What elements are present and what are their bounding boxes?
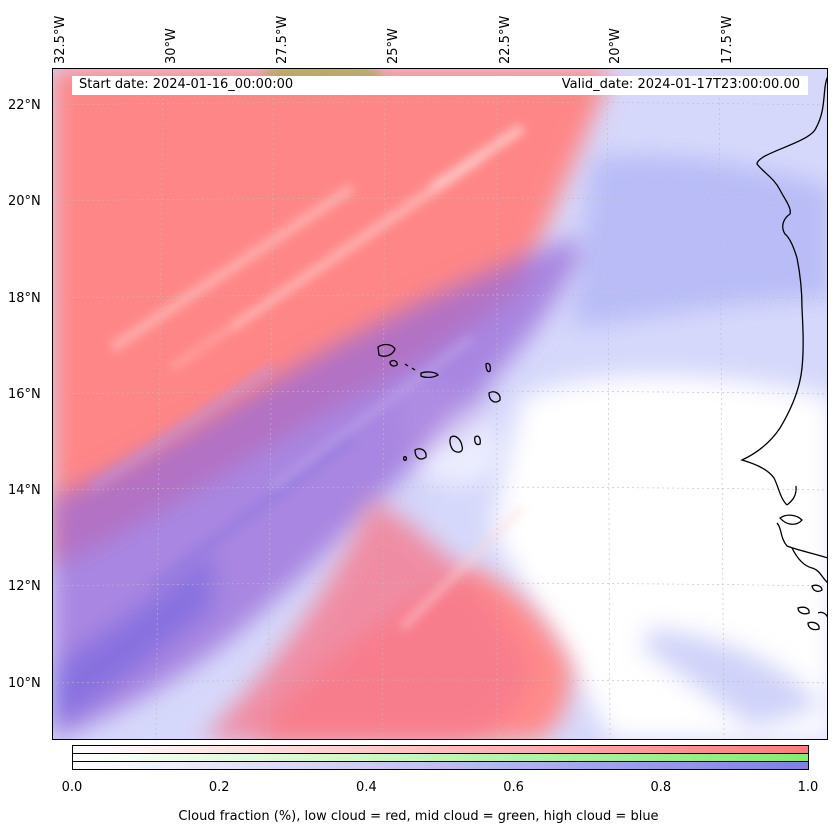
lat-label-22n: 22°N [8,98,41,113]
colorbar-tick-label: 0.8 [650,780,672,795]
colorbar-high-row [72,761,809,770]
valid-date: Valid_date: 2024-01-17T23:00:00.00 [561,77,800,92]
low-cloud-band-south [202,498,532,740]
lat-label-10n: 10°N [8,676,41,691]
lat-label-12n: 12°N [8,579,41,594]
lon-label-20w: 20°W [608,28,623,64]
colorbar-mid-row [72,753,809,762]
map-header-bar: Start date: 2024-01-16_00:00:00 Valid_da… [72,76,808,95]
lon-label-27-5w: 27.5°W [275,15,290,64]
colorbar [72,745,809,770]
map-frame [52,68,828,740]
colorbar-tick-label: 0.2 [208,780,230,795]
lat-label-16n: 16°N [8,387,41,402]
lon-label-32-5w: 32.5°W [53,15,68,64]
lat-label-14n: 14°N [8,483,41,498]
lon-label-22-5w: 22.5°W [498,15,513,64]
high-cloud-band-east [572,155,828,728]
cloud-streaks [89,124,525,631]
colorbar-tick-label: 0.6 [503,780,524,795]
start-date: Start date: 2024-01-16_00:00:00 [79,77,294,92]
map-panel [52,68,828,740]
colorbar-tick-label: 1.0 [797,780,819,795]
colorbar-tick-label: 0.0 [61,780,83,795]
colorbar-low-row [72,745,809,754]
cape-verde-islands [377,343,501,461]
colorbar-tick-label: 0.4 [356,780,377,795]
lat-label-18n: 18°N [8,291,41,306]
africa-coastline [740,68,828,631]
lon-label-30w: 30°W [164,28,179,64]
lon-label-25w: 25°W [386,28,401,64]
gridlines [52,68,828,740]
mixed-cloud-band [52,238,582,740]
lon-label-17-5w: 17.5°W [720,15,735,64]
colorbar-caption: Cloud fraction (%), low cloud = red, mid… [178,809,659,824]
lat-label-20n: 20°N [8,194,41,209]
